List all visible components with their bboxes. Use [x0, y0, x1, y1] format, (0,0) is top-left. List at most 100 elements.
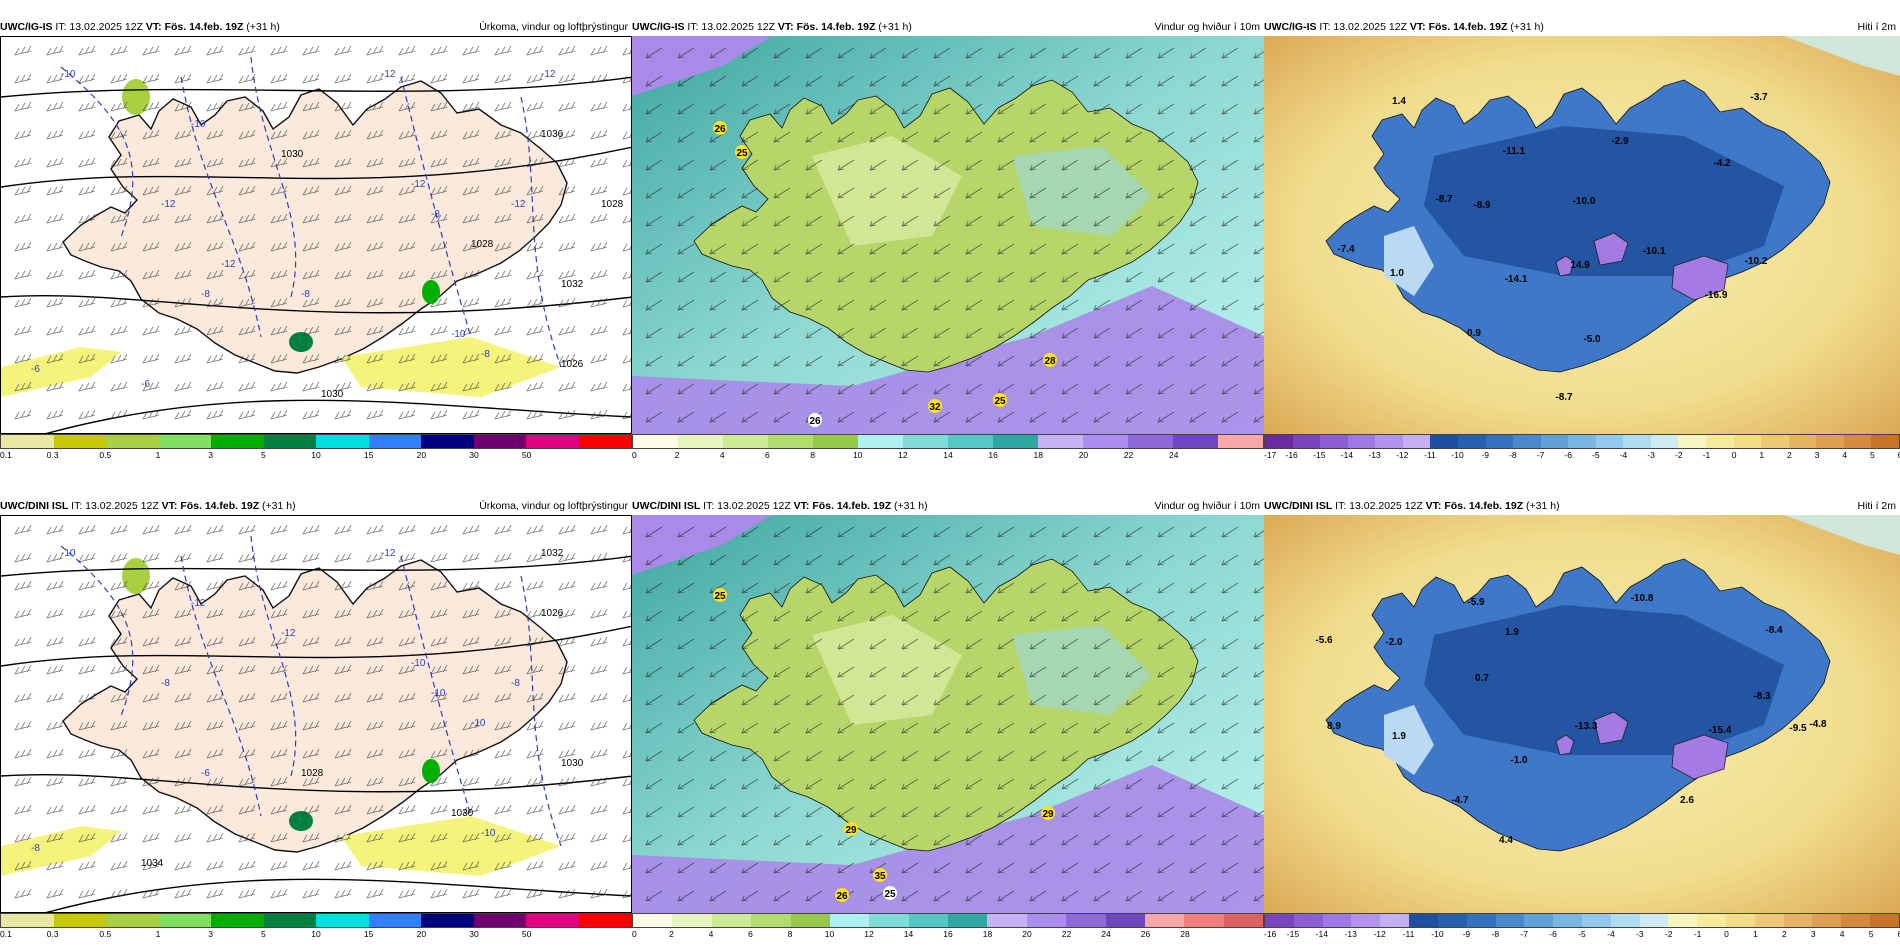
- very-cold-patch: [1593, 711, 1629, 745]
- temperature-value: 14.9: [1570, 260, 1590, 271]
- colorbar-swatch: [1754, 914, 1784, 927]
- temperature-value: 4.4: [1499, 835, 1513, 846]
- colorbar-swatch: [1870, 914, 1899, 927]
- colorbar-tick: -7: [1536, 450, 1545, 460]
- colorbar-swatch: [987, 914, 1027, 927]
- colorbar-swatch: [1218, 435, 1263, 448]
- colorbar-swatch: [1524, 914, 1554, 927]
- colorbar-tick: 1: [1753, 929, 1758, 939]
- temperature-value: -2.9: [1611, 136, 1629, 147]
- colorbar-swatch: [1457, 435, 1486, 448]
- contour-label: -10: [451, 329, 466, 340]
- colorbar-swatch: [421, 435, 474, 448]
- colorbar-swatch: [1466, 914, 1496, 927]
- gust-marker: [713, 588, 727, 602]
- isobar: [45, 399, 631, 433]
- colorbar-tick: 0.1: [0, 929, 12, 939]
- temperature-value: -11.1: [1503, 146, 1526, 157]
- contour-label: 1028: [471, 239, 494, 250]
- colorbar-tick: -4: [1607, 929, 1615, 939]
- panel-title: UWC/DINI ISL IT: 13.02.2025 12Z VT: Fös.…: [0, 497, 632, 515]
- colorbar-swatch: [1128, 435, 1173, 448]
- colorbar-swatch: [869, 914, 909, 927]
- colorbar-tick: 0: [1724, 929, 1729, 939]
- isotherm: [520, 575, 562, 847]
- colorbar-tick: 0.5: [99, 450, 112, 460]
- colorbar-tick: 18: [982, 929, 993, 939]
- colorbar-swatch: [1184, 914, 1224, 927]
- colorbar-swatch: [1430, 435, 1458, 448]
- contour-label: -8: [481, 349, 490, 360]
- colorbar-tick: -15: [1313, 450, 1326, 460]
- colorbar-swatch: [751, 914, 791, 927]
- temperature-value: 0.7: [1475, 673, 1489, 684]
- colorbar-tick: 14: [943, 450, 953, 460]
- colorbar-tick: 22: [1123, 450, 1134, 460]
- colorbar-tick: 5: [260, 929, 266, 939]
- contour-label: 1030: [561, 758, 584, 769]
- colorbar-swatch: [1083, 435, 1128, 448]
- isobar: [1, 146, 631, 188]
- colorbar-tick: -10: [1451, 450, 1464, 460]
- contour-label: -12: [541, 69, 556, 80]
- colorbar-tick: -14: [1315, 929, 1328, 939]
- colorbar-swatch: [1322, 914, 1352, 927]
- contour-label: 1030: [451, 808, 474, 819]
- colorbar-swatch: [1485, 435, 1514, 448]
- colorbar-tick: 0: [632, 929, 637, 939]
- colorbar: -17 -16 -15 -14 -13 -12 -11 -10 -9 -8 -7 -6 -5 -4 -3 -2…: [1264, 434, 1900, 468]
- colorbar-tick: 6: [1898, 450, 1900, 460]
- colorbar-tick: 16: [943, 929, 953, 939]
- colorbar: 0 2 4 6 8 10 12 14 16 18 20 22 24: [632, 434, 1264, 468]
- colorbar-swatch: [1437, 914, 1467, 927]
- cold-interior: [1424, 126, 1784, 276]
- colorbar-swatch: [1223, 914, 1263, 927]
- panel-title: UWC/IG-IS IT: 13.02.2025 12Z VT: Fös. 14…: [0, 18, 632, 36]
- temperature-value: -8.7: [1435, 194, 1453, 205]
- isotherm: [400, 555, 472, 817]
- temperature-value: 1.9: [1505, 627, 1519, 638]
- gust-marker: [844, 822, 858, 836]
- colorbar-tick: 6: [765, 450, 770, 460]
- contour-label: -8: [511, 678, 520, 689]
- colorbar: -16 -15 -14 -13 -12 -11 -10 -9 -8 -7 -6 -5 -4 -3 -2 -1 0…: [1264, 913, 1900, 947]
- temperature-value: 1.9: [1392, 731, 1406, 742]
- colorbar: 0 2 4 6 8 10 12 14 16 18 20 22 24 26 28: [632, 913, 1264, 947]
- field-title: Úrkoma, vindur og loftþrýstingur: [479, 21, 628, 33]
- iceland-land: [62, 80, 568, 374]
- lead-time: (+31 h): [894, 500, 928, 512]
- contour-label: 1028: [301, 768, 324, 779]
- colorbar-swatch: [1265, 435, 1293, 448]
- colorbar-swatch: [1733, 435, 1762, 448]
- colorbar-swatch: [1513, 435, 1541, 448]
- colorbar-swatch: [1706, 435, 1734, 448]
- colorbar-tick: -16: [1264, 929, 1277, 939]
- temperature-value: -9.5: [1789, 723, 1807, 734]
- model-name: UWC/IG-IS: [1264, 21, 1317, 33]
- colorbar-swatch: [53, 914, 106, 927]
- gust-value: 26: [809, 416, 821, 427]
- contour-label: -6: [31, 364, 40, 375]
- colorbar-swatch: [1610, 914, 1640, 927]
- colorbar-tick: 10: [311, 929, 321, 939]
- isotherm: [250, 56, 297, 298]
- colorbar-swatch: [1495, 914, 1525, 927]
- colorbar-tick: 28: [1180, 929, 1190, 939]
- colorbar-swatch: [678, 435, 723, 448]
- isobar: [1, 294, 631, 314]
- init-time: IT: 13.02.2025 12Z: [55, 21, 143, 33]
- colorbar-tick: -12: [1396, 450, 1409, 460]
- contour-label: -8: [201, 289, 210, 300]
- valid-time: VT: Fös. 14.feb. 19Z: [793, 500, 892, 512]
- isotherm: [250, 535, 297, 777]
- colorbar-tick: 5: [260, 450, 266, 460]
- colorbar-tick: 1: [155, 450, 161, 460]
- lead-time: (+31 h): [878, 21, 912, 33]
- colorbar-swatch: [526, 435, 579, 448]
- colorbar-tick: 8: [810, 450, 815, 460]
- temperature-value: -4.2: [1713, 158, 1731, 169]
- colorbar-swatch: [368, 914, 421, 927]
- colorbar-swatch: [1105, 914, 1145, 927]
- colorbar-swatch: [1678, 435, 1706, 448]
- colorbar-swatch: [1173, 435, 1218, 448]
